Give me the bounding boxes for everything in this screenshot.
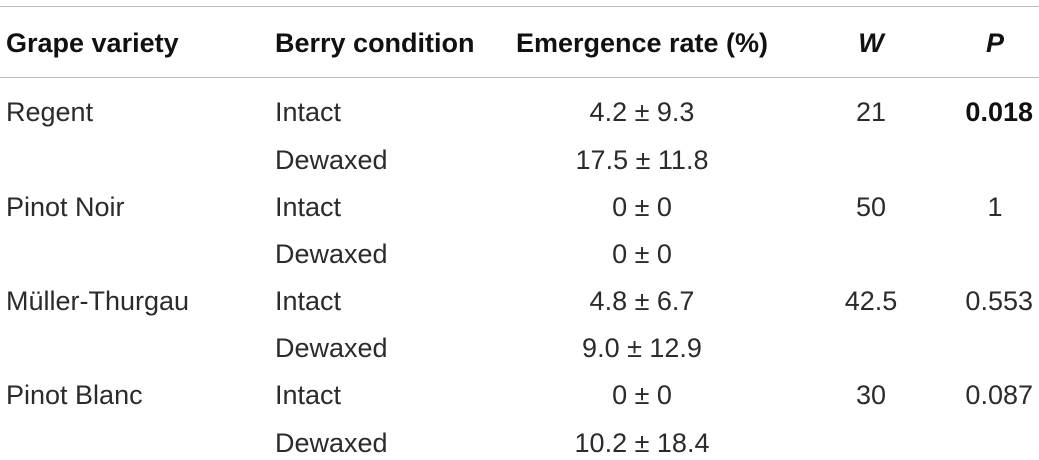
cell-condition: Intact (275, 192, 342, 222)
cell-rate: 0 ± 0 (612, 239, 672, 269)
cell-variety: Pinot Blanc (6, 380, 143, 410)
cell-condition: Intact (275, 380, 342, 410)
cell-w: 42.5 (844, 286, 898, 316)
cell-p: 0.018 (965, 97, 1033, 127)
header-w: W (858, 28, 884, 58)
cell-p: 0.553 (965, 286, 1033, 316)
cell-variety: Pinot Noir (6, 192, 125, 222)
cell-rate: 0 ± 0 (612, 380, 672, 410)
cell-condition: Dewaxed (275, 145, 388, 175)
cell-condition: Intact (275, 286, 342, 316)
header-emergence-rate: Emergence rate (%) (515, 28, 769, 58)
cell-p: 0.087 (965, 380, 1033, 410)
cell-w: 50 (855, 192, 887, 222)
header-rule (0, 77, 1039, 78)
top-rule (0, 6, 1039, 7)
header-grape-variety: Grape variety (6, 28, 179, 58)
cell-condition: Dewaxed (275, 428, 388, 458)
header-p: P (985, 28, 1005, 58)
cell-w: 21 (855, 97, 887, 127)
header-berry-condition: Berry condition (275, 28, 475, 58)
cell-rate: 9.0 ± 12.9 (582, 333, 702, 363)
cell-condition: Intact (275, 97, 342, 127)
cell-condition: Dewaxed (275, 239, 388, 269)
cell-rate: 4.2 ± 9.3 (589, 97, 695, 127)
cell-rate: 4.8 ± 6.7 (589, 286, 695, 316)
cell-rate: 0 ± 0 (612, 192, 672, 222)
cell-rate: 17.5 ± 11.8 (575, 145, 709, 175)
cell-condition: Dewaxed (275, 333, 388, 363)
cell-variety: Müller-Thurgau (6, 286, 190, 316)
cell-p: 1 (987, 192, 1003, 222)
cell-w: 30 (855, 380, 887, 410)
cell-rate: 10.2 ± 18.4 (574, 428, 710, 458)
cell-variety: Regent (6, 97, 94, 127)
